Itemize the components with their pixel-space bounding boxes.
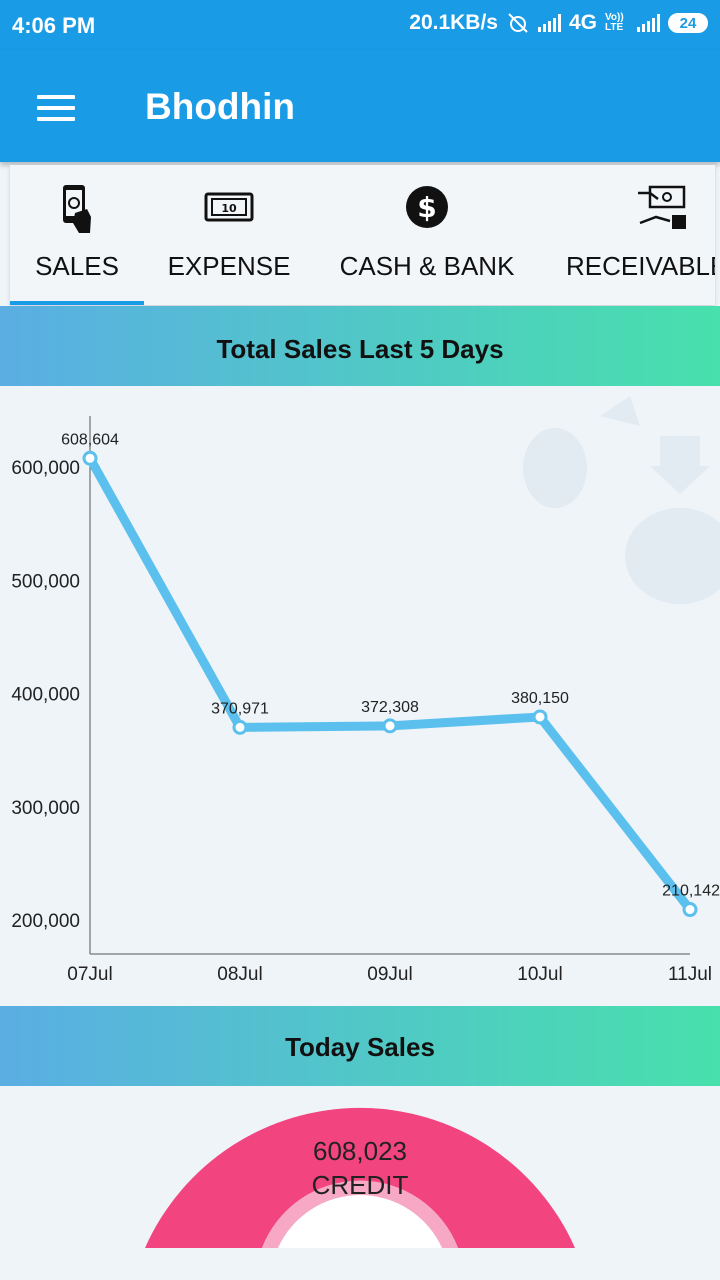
tab-receivable-label: RECEIVABLE — [566, 251, 715, 281]
status-time: 4:06 PM — [12, 13, 96, 38]
y-tick-label: 500,000 — [11, 571, 80, 592]
data-point — [532, 709, 548, 725]
sales-chart-title: Total Sales Last 5 Days — [216, 334, 504, 364]
data-point — [232, 719, 248, 735]
background-decoration-4 — [650, 436, 710, 494]
gauge-center — [278, 1195, 442, 1248]
network-speed: 20.1KB/s — [409, 11, 498, 34]
tab-expense[interactable]: 10 EXPENSE — [144, 165, 314, 305]
selected-tab-indicator — [10, 301, 144, 305]
data-label: 608,604 — [61, 431, 119, 448]
signal-icon — [537, 14, 561, 32]
today-sales-header: Today Sales — [0, 1006, 720, 1086]
data-label: 380,150 — [511, 690, 569, 707]
data-point — [682, 902, 698, 918]
background-decoration-3 — [600, 396, 640, 426]
x-tick-label: 09Jul — [367, 964, 412, 985]
background-decoration — [523, 428, 587, 508]
app-title: Bhodhin — [145, 86, 296, 127]
hand-phone-money-icon — [63, 185, 91, 233]
battery-icon: 24 — [668, 13, 708, 33]
app-bar: Bhodhin — [0, 50, 720, 162]
x-tick-label: 08Jul — [217, 964, 262, 985]
today-sales-panel: 608,023 CREDIT — [0, 1086, 720, 1280]
tab-sales[interactable]: SALES — [10, 165, 144, 305]
data-point — [382, 718, 398, 734]
x-tick-label: 07Jul — [67, 964, 112, 985]
status-bar: 4:06 PM 20.1KB/s 4G Vo)) LTE 24 — [0, 0, 720, 50]
y-tick-label: 600,000 — [11, 458, 80, 479]
sales-series-line — [85, 453, 695, 915]
network-type: 4G — [568, 11, 597, 34]
tab-cash-bank-label: CASH & BANK — [339, 251, 515, 281]
dollar-circle-icon: $ — [406, 186, 448, 228]
background-decoration-2 — [625, 508, 720, 604]
hand-receive-cash-icon — [638, 185, 686, 229]
y-tick-label: 400,000 — [11, 685, 80, 706]
today-sales-title: Today Sales — [285, 1032, 435, 1062]
svg-text:10: 10 — [221, 202, 237, 215]
today-sales-value: 608,023 — [313, 1136, 407, 1166]
credit-gauge-arc — [145, 1107, 575, 1248]
sales-line-chart: 600,000 500,000 400,000 300,000 200,000 07Ju… — [0, 386, 720, 1006]
status-icons: 20.1KB/s 4G Vo)) LTE 24 — [409, 11, 708, 35]
today-sales-gauge — [145, 1107, 575, 1248]
sales-chart-header: Total Sales Last 5 Days — [0, 306, 720, 386]
x-tick-label: 10Jul — [517, 964, 562, 985]
x-tick-label: 11Jul — [668, 964, 712, 985]
alarm-off-icon — [508, 13, 528, 33]
svg-text:$: $ — [417, 191, 436, 224]
tab-bar: SALES 10 EXPENSE $ CASH & BANK RECEIVABL… — [10, 165, 715, 305]
chart-svg: 600,000 500,000 400,000 300,000 200,000 07Ju… — [11, 396, 720, 985]
hamburger-menu-icon[interactable] — [37, 95, 75, 121]
tab-expense-label: EXPENSE — [167, 251, 291, 281]
y-tick-label: 200,000 — [11, 911, 80, 932]
tab-receivable[interactable]: RECEIVABLE — [540, 165, 715, 305]
battery-level: 24 — [679, 14, 697, 32]
today-sales-label: CREDIT — [311, 1170, 409, 1200]
tab-sales-label: SALES — [35, 251, 119, 281]
gauge-inner-ring — [262, 1180, 458, 1248]
data-label: 372,308 — [361, 699, 419, 716]
data-point — [82, 450, 98, 466]
y-tick-label: 300,000 — [11, 798, 80, 819]
tab-cash-bank[interactable]: $ CASH & BANK — [314, 165, 540, 305]
signal-icon-2 — [637, 14, 660, 32]
volte-icon: Vo)) LTE — [605, 12, 624, 33]
banknote-icon: 10 — [204, 192, 254, 222]
data-label: 210,142 — [662, 883, 720, 900]
data-label: 370,971 — [211, 700, 269, 717]
